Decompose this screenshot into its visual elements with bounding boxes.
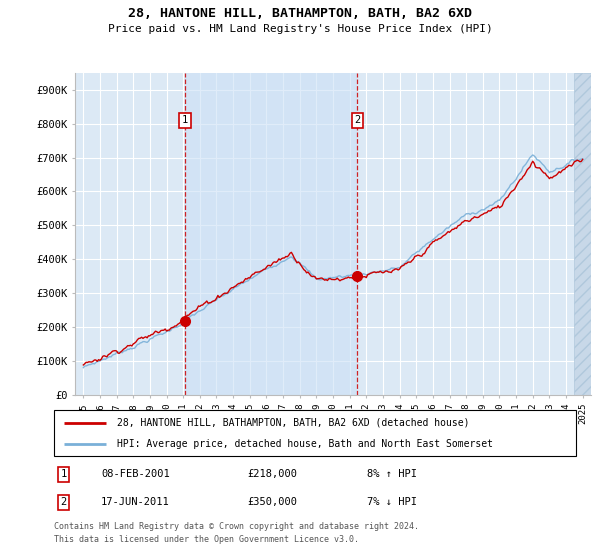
Text: £218,000: £218,000 — [247, 469, 297, 479]
Text: This data is licensed under the Open Government Licence v3.0.: This data is licensed under the Open Gov… — [54, 535, 359, 544]
Text: 8% ↑ HPI: 8% ↑ HPI — [367, 469, 417, 479]
Text: 2: 2 — [354, 115, 361, 125]
Text: 28, HANTONE HILL, BATHAMPTON, BATH, BA2 6XD (detached house): 28, HANTONE HILL, BATHAMPTON, BATH, BA2 … — [116, 418, 469, 428]
Text: 28, HANTONE HILL, BATHAMPTON, BATH, BA2 6XD: 28, HANTONE HILL, BATHAMPTON, BATH, BA2 … — [128, 7, 472, 20]
Text: 7% ↓ HPI: 7% ↓ HPI — [367, 497, 417, 507]
Bar — [185, 73, 358, 395]
Text: 08-FEB-2001: 08-FEB-2001 — [101, 469, 170, 479]
Text: 1: 1 — [60, 469, 67, 479]
Text: Price paid vs. HM Land Registry's House Price Index (HPI): Price paid vs. HM Land Registry's House … — [107, 24, 493, 34]
FancyBboxPatch shape — [54, 410, 576, 456]
Text: Contains HM Land Registry data © Crown copyright and database right 2024.: Contains HM Land Registry data © Crown c… — [54, 522, 419, 531]
Text: £350,000: £350,000 — [247, 497, 297, 507]
Text: 2: 2 — [60, 497, 67, 507]
Text: 1: 1 — [182, 115, 188, 125]
Bar — [574, 73, 591, 395]
Text: HPI: Average price, detached house, Bath and North East Somerset: HPI: Average price, detached house, Bath… — [116, 439, 493, 449]
Text: 17-JUN-2011: 17-JUN-2011 — [101, 497, 170, 507]
